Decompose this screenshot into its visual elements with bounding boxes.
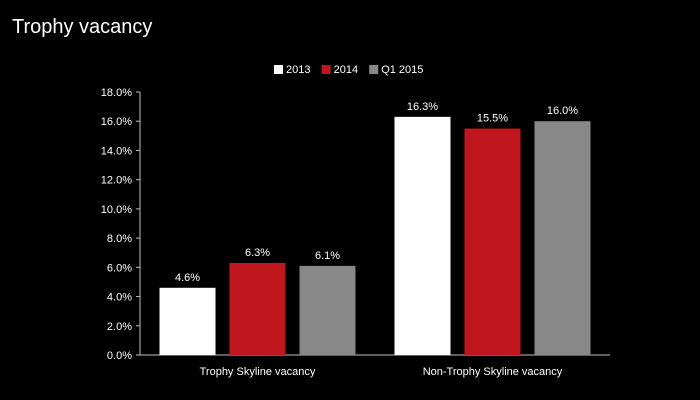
category-label: Trophy Skyline vacancy — [200, 366, 316, 378]
y-tick-label: 2.0% — [107, 321, 132, 333]
data-label: 15.5% — [477, 113, 508, 125]
legend-swatch — [369, 65, 379, 74]
y-tick-label: 12.0% — [101, 175, 132, 187]
bar-2014 — [464, 128, 521, 355]
data-label: 16.3% — [407, 101, 438, 113]
bar-2013 — [159, 287, 216, 355]
data-label: 6.1% — [315, 250, 340, 262]
data-label: 16.0% — [547, 105, 578, 117]
legend-swatch — [274, 65, 283, 74]
category-label: Non-Trophy Skyline vacancy — [423, 366, 563, 378]
legend-label: 2013 — [286, 64, 310, 76]
bar-q1-2015 — [299, 265, 356, 355]
data-label: 6.3% — [245, 247, 270, 259]
y-tick-label: 0.0% — [107, 350, 132, 362]
y-tick-label: 10.0% — [101, 204, 132, 216]
y-tick-label: 6.0% — [107, 262, 132, 274]
y-tick-label: 8.0% — [107, 233, 132, 245]
bar-2013 — [394, 116, 451, 355]
legend-label: 2014 — [334, 64, 358, 76]
page-title: Trophy vacancy — [12, 16, 153, 38]
y-tick-label: 14.0% — [101, 145, 132, 157]
y-tick-label: 18.0% — [101, 87, 132, 99]
y-tick-label: 16.0% — [101, 116, 132, 128]
bar-2014 — [229, 262, 286, 355]
bar-q1-2015 — [534, 121, 591, 355]
legend-swatch — [321, 65, 331, 74]
y-tick-label: 4.0% — [107, 292, 132, 304]
legend-label: Q1 2015 — [381, 64, 423, 76]
data-label: 4.6% — [175, 272, 200, 284]
